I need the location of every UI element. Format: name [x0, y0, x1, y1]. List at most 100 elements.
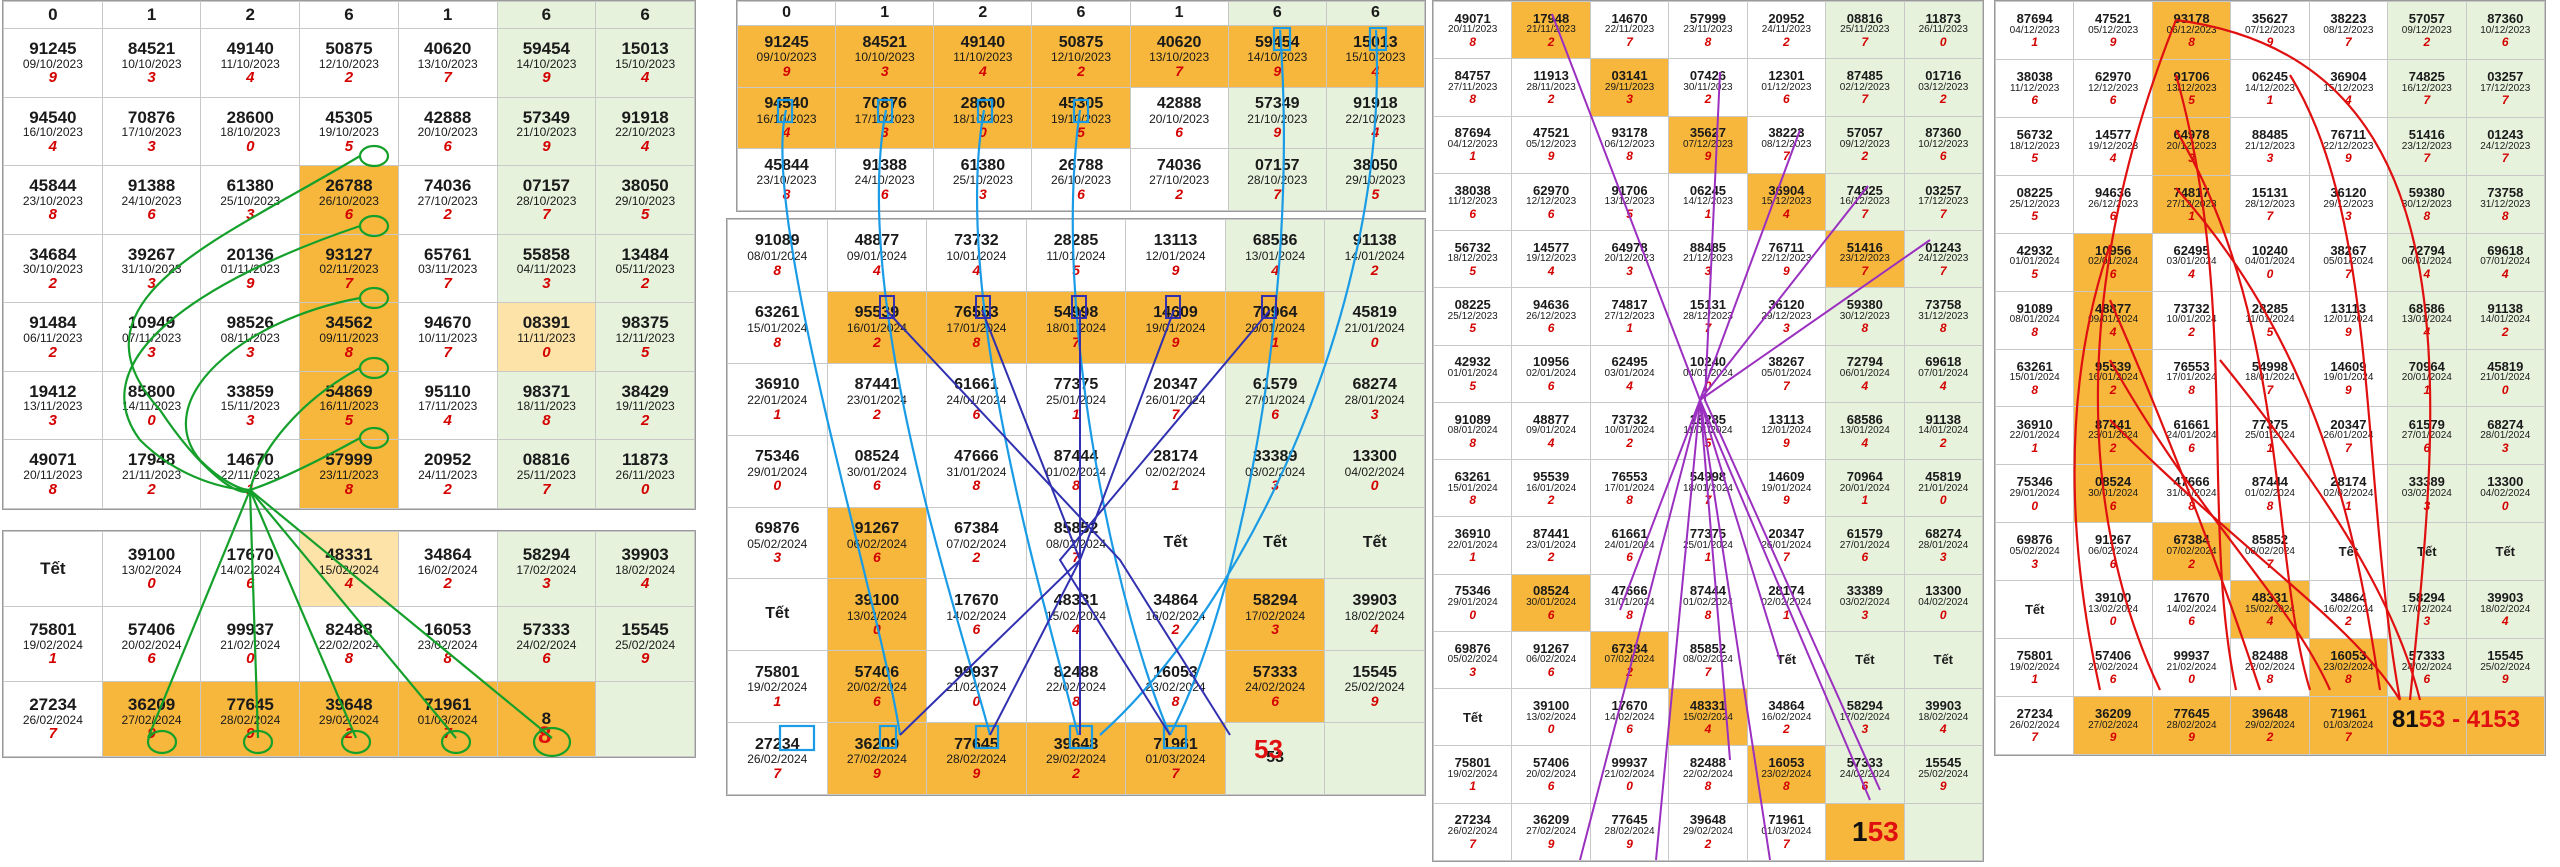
result-number: 94540	[764, 95, 809, 113]
result-cell: 47666 31/01/2024 8	[1589, 573, 1670, 632]
result-digit-sum: 6	[344, 206, 354, 224]
result-cell: 6	[496, 1, 597, 30]
result-digit-sum: 0	[2501, 498, 2509, 513]
result-number: 13484	[621, 244, 669, 264]
result-date: 25/11/2023	[516, 467, 576, 482]
result-digit-sum: 1	[773, 405, 782, 422]
result-cell: 68274 28/01/2024 3	[1324, 362, 1425, 436]
result-digit-sum: 8	[773, 333, 782, 350]
result-cell: 56732 18/12/2023 5	[1995, 116, 2075, 176]
result-cell: 34864 16/02/2024 2	[2308, 580, 2389, 640]
result-date: 07/01/2024	[2480, 256, 2531, 268]
result-digit-sum: 6	[1175, 124, 1184, 141]
result-digit-sum: 1	[1626, 321, 1633, 336]
result-number: 2	[245, 5, 255, 25]
result-date: 14/01/2024	[1918, 425, 1969, 437]
result-date: 06/02/2024	[2088, 546, 2139, 558]
result-number: 08816	[1846, 10, 1883, 26]
result-cell: 36209 27/02/2024 9	[2073, 696, 2153, 755]
result-number: 39903	[1352, 591, 1397, 609]
result-date: 04/12/2023	[1447, 138, 1498, 150]
result-date: 19/02/2024	[22, 637, 83, 652]
table-row: 49071 20/11/2023 8 17948 21/11/2023 2 14670 22/…	[3, 439, 695, 509]
result-digit-sum: 7	[1939, 263, 1947, 278]
result-number: 38050	[621, 176, 669, 196]
result-digit-sum: 5	[640, 206, 650, 224]
callout-panel-d-81: 81	[2392, 706, 2419, 733]
result-digit-sum: 8	[1626, 149, 1633, 164]
result-digit-sum: 0	[2501, 382, 2509, 397]
result-date: 18/02/2024	[615, 562, 676, 577]
result-number: 06245	[1689, 182, 1727, 198]
result-date: 15/01/2024	[2009, 372, 2060, 384]
result-digit-sum: 0	[773, 477, 782, 494]
result-digit-sum: 1	[773, 693, 782, 710]
result-digit-sum: 9	[2266, 35, 2274, 50]
result-number: 68586	[1252, 232, 1298, 250]
result-digit-sum: 0	[2266, 266, 2274, 281]
result-digit-sum: 8	[2423, 209, 2431, 223]
result-number: 45844	[764, 156, 809, 174]
result-date: 07/02/2024	[2166, 546, 2217, 558]
result-number: 20952	[424, 450, 472, 470]
result-number: 76553	[954, 304, 999, 322]
result-number: 95539	[1533, 468, 1570, 484]
result-digit-sum: 8	[48, 480, 58, 498]
result-digit-sum: 6	[2501, 35, 2509, 50]
result-digit-sum: 7	[2423, 93, 2431, 108]
result-date: 20/11/2023	[23, 467, 83, 482]
result-number: 15131	[2251, 184, 2289, 200]
result-number: Tết	[1163, 533, 1188, 551]
result-number: 17948	[127, 450, 176, 470]
result-cell: 94540 16/10/2023 4	[737, 86, 837, 150]
result-date: 27/10/2023	[417, 193, 478, 208]
result-digit-sum: 4	[1271, 261, 1279, 278]
result-number: 1	[442, 5, 453, 25]
result-number: 94636	[2095, 184, 2132, 200]
result-cell: 87360 10/12/2023 6	[2465, 1, 2545, 60]
result-cell: 77645 28/02/2024 9	[926, 722, 1027, 795]
result-cell: 77645 28/02/2024 9	[1589, 802, 1670, 861]
result-digit-sum: 6	[1939, 149, 1947, 164]
result-digit-sum: 4	[2423, 324, 2431, 339]
result-number: 75801	[755, 663, 800, 681]
result-date: 24/12/2023	[2480, 140, 2531, 152]
table-row: 75346 29/01/2024 0 08524 30/01/2024 6 47666 31/…	[727, 434, 1425, 508]
table-row: 49071 20/11/2023 8 17948 21/11/2023 2 14670 22/…	[1433, 1, 1983, 60]
result-number: 54869	[325, 381, 373, 401]
result-digit-sum: 9	[1547, 836, 1555, 851]
result-number: 28600	[226, 107, 274, 127]
result-digit-sum: 2	[48, 343, 58, 361]
table-row: 69876 05/02/2024 3 91267 06/02/2024 6 67384 07/…	[1995, 522, 2545, 582]
result-number: 01243	[1925, 239, 1962, 255]
result-number: 49140	[960, 33, 1006, 51]
result-digit-sum: 0	[1370, 477, 1379, 494]
result-number: 94670	[424, 313, 472, 333]
result-cell: 10956 02/01/2024 6	[1511, 344, 1591, 403]
result-cell: 40620 13/10/2023 7	[1129, 25, 1229, 88]
result-cell: 85852 08/02/2024 7	[1668, 630, 1748, 690]
result-number: 74825	[2408, 69, 2445, 85]
result-cell: 17670 14/02/2024 6	[926, 578, 1027, 652]
result-cell: 20347 26/01/2024 7	[1125, 362, 1226, 436]
result-number: 70964	[2408, 358, 2445, 374]
result-cell: 35627 07/12/2023 9	[2230, 1, 2310, 60]
result-cell: 67384 07/02/2024 2	[2151, 522, 2232, 582]
result-cell: 67384 07/02/2024 2	[1589, 630, 1670, 690]
result-cell: 57333 24/02/2024 6	[1224, 650, 1326, 724]
result-cell: 10949 07/11/2023 3	[101, 302, 202, 372]
result-cell: 74817 27/12/2023 1	[2151, 174, 2232, 234]
result-digit-sum: 8	[1861, 321, 1869, 336]
result-number: 67384	[2173, 532, 2210, 548]
result-cell: 48331 15/02/2024 4	[1668, 688, 1748, 747]
result-number: 1	[1174, 4, 1184, 22]
result-number: 59454	[522, 39, 570, 59]
result-cell: 61661 24/01/2024 6	[1589, 516, 1670, 575]
result-number: 72794	[2408, 242, 2445, 258]
table-row: 91089 08/01/2024 8 48877 09/01/2024 4 73732 10/…	[727, 219, 1425, 292]
result-cell: 77375 25/01/2024 1	[1025, 362, 1127, 436]
result-number: 68274	[2487, 416, 2524, 432]
result-digit-sum: 2	[1077, 62, 1085, 79]
result-digit-sum: 2	[1704, 92, 1712, 107]
result-digit-sum: 2	[640, 275, 650, 292]
